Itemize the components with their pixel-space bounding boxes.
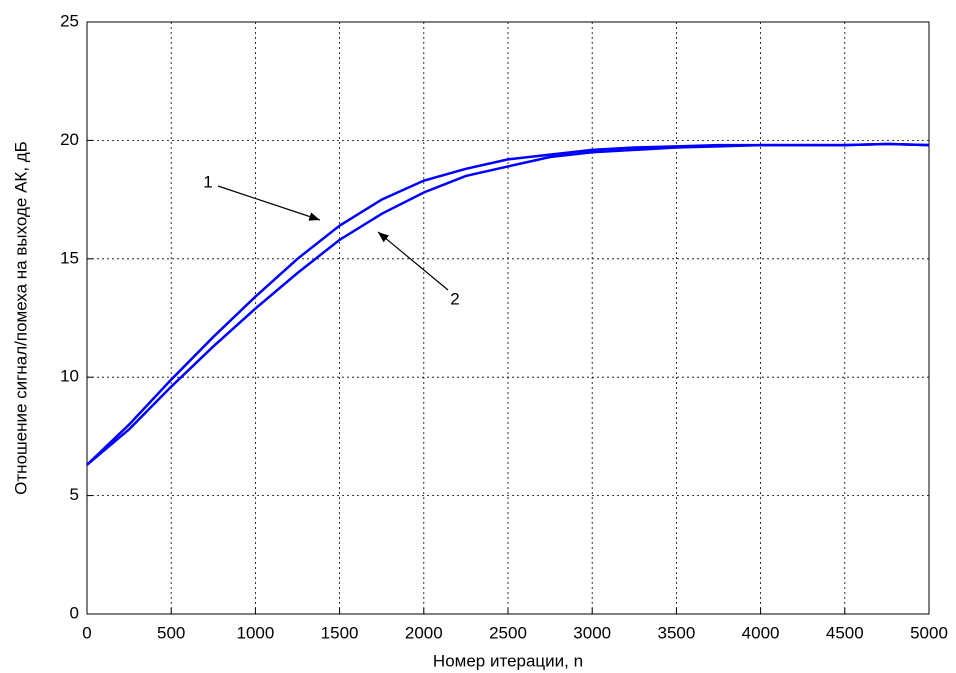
y-tick-label: 10 [60,367,79,386]
plot-frame [86,21,930,615]
annotation-arrow [377,231,449,291]
annotation: 2 [450,289,459,308]
y-tick-label: 0 [70,603,79,622]
series-line [86,142,930,466]
series-layer [86,142,930,466]
y-tick-label: 5 [70,485,79,504]
x-tick-label: 1500 [321,623,359,642]
annotation-arrow [217,185,321,221]
x-tick-label: 4000 [742,623,780,642]
x-tick-label: 3000 [573,623,611,642]
annotation: 1 [203,172,212,191]
y-tick-label: 15 [60,248,79,267]
y-tick-label: 20 [60,130,79,149]
x-tick-label: 4500 [826,623,864,642]
x-tick-label: 1000 [236,623,274,642]
x-tick-label: 2000 [405,623,443,642]
x-tick-label: 5000 [910,623,948,642]
x-tick-label: 2500 [489,623,527,642]
x-tick-label: 500 [157,623,185,642]
y-axis-label: Отношение сигнал/помеха на выходе АК, дБ [11,141,30,495]
x-axis-label: Номер итерации, n [433,651,583,670]
x-tick-label: 3500 [657,623,695,642]
x-tick-label: 0 [82,623,91,642]
y-tick-label: 25 [60,11,79,30]
